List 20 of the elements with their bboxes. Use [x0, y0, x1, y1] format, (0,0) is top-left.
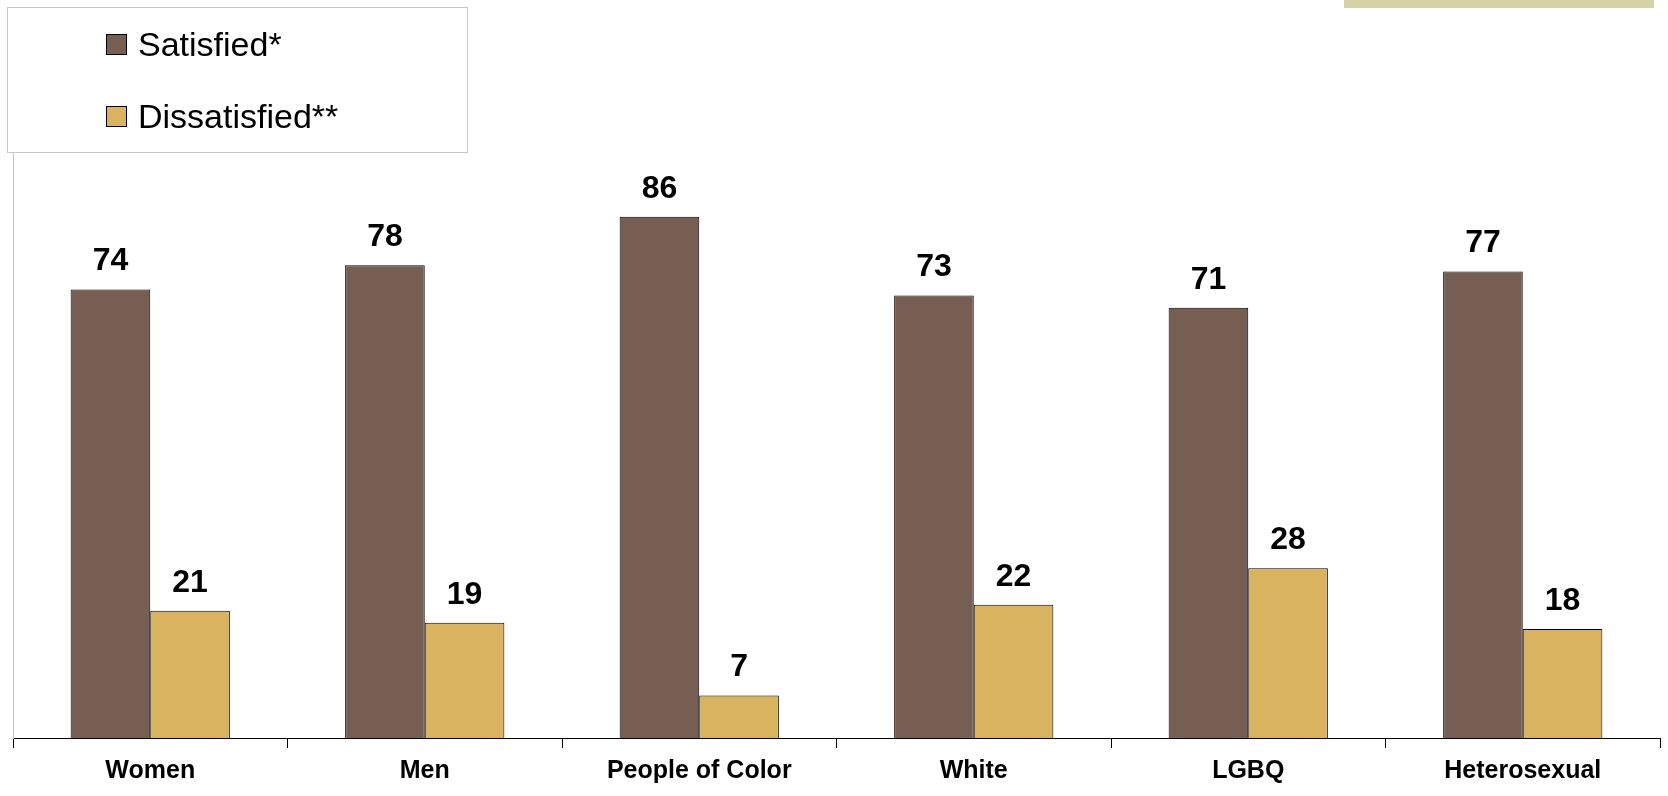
- x-tick-label: Men: [399, 754, 450, 783]
- x-tick-label: Heterosexual: [1444, 754, 1602, 783]
- data-label: 21: [172, 562, 208, 599]
- data-label: 74: [92, 241, 129, 278]
- x-tick-label: White: [939, 754, 1008, 783]
- data-label: 78: [367, 217, 403, 254]
- data-label: 73: [916, 247, 952, 284]
- x-tick-label: LGBQ: [1212, 754, 1285, 783]
- data-label: 77: [1465, 223, 1501, 260]
- data-label: 7: [730, 647, 748, 684]
- data-label: 86: [641, 168, 678, 205]
- data-label: 18: [1544, 580, 1581, 617]
- data-label: 71: [1190, 259, 1227, 296]
- legend-label: Dissatisfied**: [138, 96, 339, 136]
- data-label: 19: [446, 574, 483, 611]
- data-label: 28: [1270, 520, 1306, 557]
- legend-label: Satisfied*: [138, 24, 282, 64]
- data-label: 22: [995, 556, 1032, 593]
- x-tick-label: People of Color: [606, 754, 792, 783]
- x-tick-label: Women: [105, 754, 196, 783]
